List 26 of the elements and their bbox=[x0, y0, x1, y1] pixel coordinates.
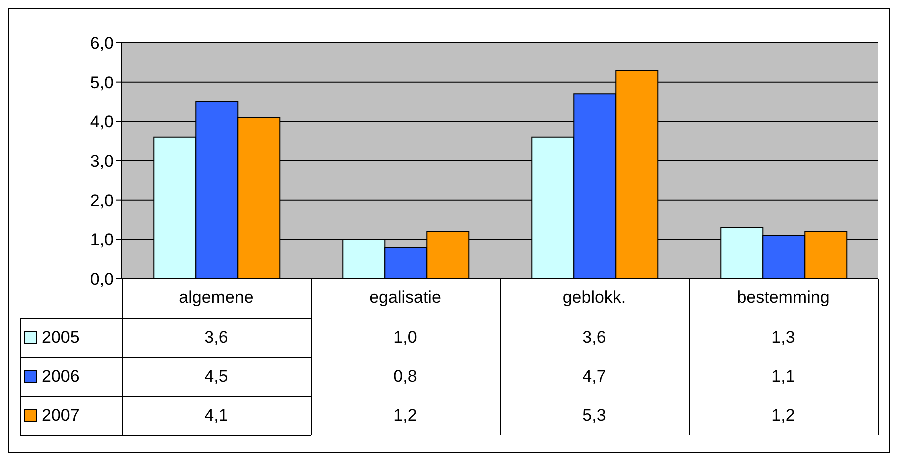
x-tick-label: geblokk. bbox=[562, 288, 626, 308]
y-tick-label: 1,0 bbox=[90, 230, 114, 250]
x-tick-label: algemene bbox=[179, 288, 254, 308]
data-label: 1,2 bbox=[770, 404, 796, 426]
data-label: 5,3 bbox=[582, 404, 608, 426]
y-tick-label: 3,0 bbox=[90, 152, 114, 172]
data-label: 1,2 bbox=[392, 404, 418, 426]
y-tick-label: 6,0 bbox=[90, 34, 114, 54]
data-label: 1,1 bbox=[770, 366, 796, 388]
y-tick-label: 0,0 bbox=[90, 270, 114, 290]
data-label: 4,1 bbox=[204, 404, 230, 426]
data-label: 4,7 bbox=[582, 366, 608, 388]
legend-label: 2006 bbox=[42, 366, 80, 386]
y-tick-label: 4,0 bbox=[90, 112, 114, 132]
legend-label: 2005 bbox=[42, 328, 80, 348]
data-label: 0,8 bbox=[392, 366, 418, 388]
y-tick-label: 5,0 bbox=[90, 73, 114, 92]
data-label: 3,6 bbox=[204, 326, 230, 348]
legend-label: 2007 bbox=[42, 406, 80, 426]
data-label: 3,6 bbox=[582, 326, 608, 348]
data-label: 1,0 bbox=[392, 326, 418, 348]
x-tick-label: bestemming bbox=[737, 288, 830, 308]
x-tick-label: egalisatie bbox=[370, 288, 442, 308]
data-label: 4,5 bbox=[204, 366, 230, 388]
y-tick-label: 2,0 bbox=[90, 191, 114, 210]
data-label: 1,3 bbox=[770, 326, 796, 348]
